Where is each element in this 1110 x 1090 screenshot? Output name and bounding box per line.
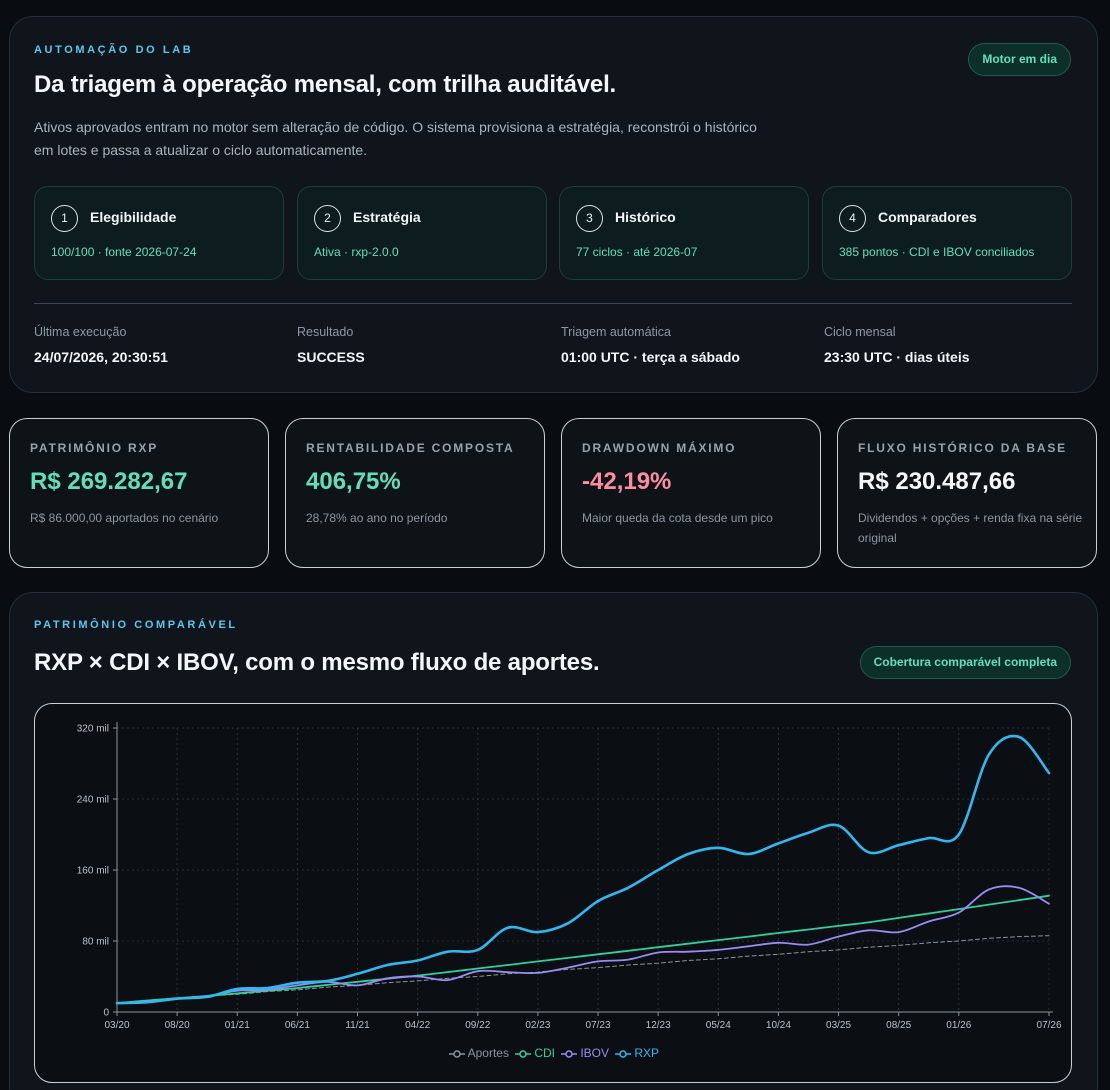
meta-value: SUCCESS [297, 349, 365, 365]
divider [34, 303, 1072, 304]
x-tick-label: 11/21 [345, 1020, 370, 1031]
meta-result: Resultado SUCCESS [297, 325, 537, 365]
y-tick-label: 320 mil [77, 724, 109, 735]
y-tick-label: 80 mil [82, 937, 109, 948]
step-number: 4 [839, 205, 866, 232]
kpi-subtext: Dividendos + opções + renda fixa na séri… [858, 511, 1083, 545]
x-tick-label: 03/25 [826, 1020, 851, 1031]
step-number: 1 [51, 205, 78, 232]
section-description: Ativos aprovados entram no motor sem alt… [34, 119, 757, 158]
x-tick-label: 06/21 [285, 1020, 310, 1031]
series-line-aportes [116, 935, 1050, 1004]
legend-label: CDI [534, 1046, 555, 1060]
section-eyebrow: PATRIMÔNIO COMPARÁVEL [34, 619, 238, 631]
kpi-subtext: 28,78% ao ano no período [306, 511, 448, 525]
legend-marker-icon [514, 1050, 531, 1058]
meta-label: Última execução [34, 325, 127, 339]
meta-monthly-cycle: Ciclo mensal 23:30 UTC · dias úteis [824, 325, 1064, 365]
y-tick-label: 0 [103, 1008, 109, 1019]
x-tick-label: 01/21 [225, 1020, 250, 1031]
meta-label: Resultado [297, 325, 354, 339]
x-tick-label: 05/24 [706, 1020, 731, 1031]
step-number: 3 [576, 205, 603, 232]
step-number: 2 [314, 205, 341, 232]
status-badge: Motor em dia [968, 43, 1071, 76]
chart-legend: Aportes CDI IBOV RXP [35, 1046, 1073, 1060]
series-line-rxp [115, 734, 1051, 1005]
legend-item-cdi[interactable]: CDI [514, 1046, 555, 1060]
legend-marker-icon [560, 1050, 577, 1058]
step-detail: Ativa · rxp-2.0.0 [314, 245, 399, 259]
x-tick-label: 08/25 [886, 1020, 911, 1031]
kpi-card-compound-return: RENTABILIDADE COMPOSTA 406,75% 28,78% ao… [285, 418, 545, 568]
x-tick-label: 10/24 [766, 1020, 791, 1031]
kpi-card-rxp-equity: PATRIMÔNIO RXP R$ 269.282,67 R$ 86.000,0… [9, 418, 269, 568]
step-card-eligibility: 1 Elegibilidade 100/100 · fonte 2026-07-… [34, 186, 284, 280]
section-eyebrow: AUTOMAÇÃO DO LAB [34, 44, 194, 56]
series-line-cdi [116, 894, 1050, 1004]
kpi-label: DRAWDOWN MÁXIMO [582, 441, 737, 455]
kpi-value: 406,75% [306, 468, 401, 495]
meta-value: 24/07/2026, 20:30:51 [34, 349, 168, 365]
step-title: Elegibilidade [90, 209, 177, 225]
legend-label: Aportes [467, 1046, 509, 1060]
comparable-equity-card: PATRIMÔNIO COMPARÁVEL RXP × CDI × IBOV, … [9, 592, 1098, 1090]
x-tick-label: 07/26 [1036, 1020, 1061, 1031]
x-tick-label: 02/23 [525, 1020, 550, 1031]
meta-value: 23:30 UTC · dias úteis [824, 349, 970, 365]
step-title: Estratégia [353, 209, 421, 225]
kpi-subtext: R$ 86.000,00 aportados no cenário [30, 511, 219, 525]
x-tick-label: 08/20 [165, 1020, 190, 1031]
x-tick-label: 09/22 [465, 1020, 490, 1031]
section-title: RXP × CDI × IBOV, com o mesmo fluxo de a… [34, 649, 600, 676]
x-tick-label: 01/26 [946, 1020, 971, 1031]
meta-screening-schedule: Triagem automática 01:00 UTC · terça a s… [561, 325, 801, 365]
meta-label: Ciclo mensal [824, 325, 896, 339]
step-title: Comparadores [878, 209, 977, 225]
kpi-value: -42,19% [582, 468, 672, 495]
equity-line-chart[interactable]: 0 80 mil 160 mil 240 mil 320 mil 03/20 08/20 01… [35, 704, 1073, 1044]
x-tick-label: 03/20 [104, 1020, 129, 1031]
legend-marker-icon [615, 1050, 632, 1058]
legend-label: IBOV [580, 1046, 610, 1060]
meta-last-run: Última execução 24/07/2026, 20:30:51 [34, 325, 274, 365]
kpi-value: R$ 269.282,67 [30, 468, 188, 495]
x-tick-label: 07/23 [586, 1020, 611, 1031]
kpi-label: FLUXO HISTÓRICO DA BASE [858, 441, 1067, 455]
meta-label: Triagem automática [561, 325, 671, 339]
step-detail: 77 ciclos · até 2026-07 [576, 245, 698, 259]
kpi-label: RENTABILIDADE COMPOSTA [306, 441, 515, 455]
legend-item-ibov[interactable]: IBOV [560, 1046, 610, 1060]
step-card-history: 3 Histórico 77 ciclos · até 2026-07 [559, 186, 809, 280]
section-title: Da triagem à operação mensal, com trilha… [34, 71, 617, 98]
step-title: Histórico [615, 209, 676, 225]
meta-value: 01:00 UTC · terça a sábado [561, 349, 740, 365]
kpi-value: R$ 230.487,66 [858, 468, 1016, 495]
legend-marker-icon [448, 1050, 465, 1058]
step-detail: 385 pontos · CDI e IBOV conciliados [839, 245, 1035, 259]
y-tick-label: 240 mil [77, 795, 109, 806]
kpi-subtext: Maior queda da cota desde um pico [582, 511, 773, 525]
chart-container: 0 80 mil 160 mil 240 mil 320 mil 03/20 08/20 01… [34, 703, 1072, 1083]
kpi-card-max-drawdown: DRAWDOWN MÁXIMO -42,19% Maior queda da c… [561, 418, 821, 568]
coverage-badge: Cobertura comparável completa [859, 646, 1071, 679]
step-card-strategy: 2 Estratégia Ativa · rxp-2.0.0 [297, 186, 547, 280]
series-line-ibov [116, 885, 1050, 1004]
automation-card: AUTOMAÇÃO DO LAB Motor em dia Da triagem… [9, 16, 1098, 393]
kpi-card-historical-flow: FLUXO HISTÓRICO DA BASE R$ 230.487,66 Di… [837, 418, 1097, 568]
x-tick-label: 04/22 [405, 1020, 430, 1031]
legend-item-aportes[interactable]: Aportes [448, 1046, 509, 1060]
legend-label: RXP [634, 1046, 660, 1060]
y-tick-label: 160 mil [77, 866, 109, 877]
legend-item-rxp[interactable]: RXP [615, 1046, 659, 1060]
step-detail: 100/100 · fonte 2026-07-24 [51, 245, 197, 259]
step-card-comparators: 4 Comparadores 385 pontos · CDI e IBOV c… [822, 186, 1072, 280]
x-tick-label: 12/23 [646, 1020, 671, 1031]
kpi-label: PATRIMÔNIO RXP [30, 441, 159, 455]
